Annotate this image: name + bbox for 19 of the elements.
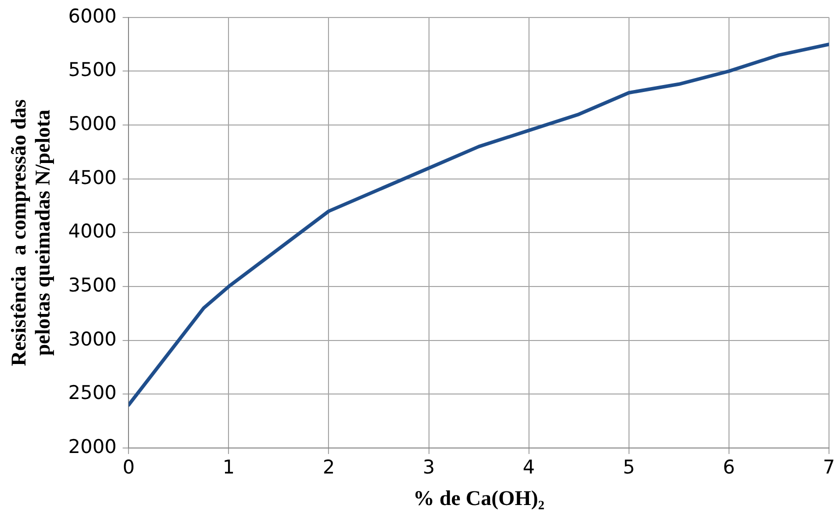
x-tick-label: 2 <box>322 456 335 478</box>
y-tick-label: 3500 <box>68 274 117 296</box>
x-tick-label: 0 <box>122 456 135 478</box>
y-axis-title: Resistência a compressão das pelotas queimadas N/pelota <box>6 99 55 366</box>
y-tick-label: 3000 <box>68 328 117 350</box>
x-tick-label: 3 <box>422 456 435 478</box>
x-tick-label: 7 <box>822 456 836 478</box>
x-tick-label: 6 <box>722 456 735 478</box>
x-tick-label: 4 <box>522 456 535 478</box>
y-tick-label: 4500 <box>68 166 117 189</box>
y-tick-label: 2000 <box>68 436 117 458</box>
y-tick-label: 2500 <box>68 382 117 404</box>
x-tick-label: 1 <box>222 456 235 478</box>
y-tick-label: 5500 <box>68 59 117 82</box>
y-tick-label: 4000 <box>68 220 117 243</box>
y-tick-label: 5000 <box>68 112 117 135</box>
x-tick-label: 5 <box>622 456 635 478</box>
x-axis-title: % de Ca(OH)₂ <box>413 486 544 510</box>
y-tick-label: 6000 <box>68 5 117 28</box>
